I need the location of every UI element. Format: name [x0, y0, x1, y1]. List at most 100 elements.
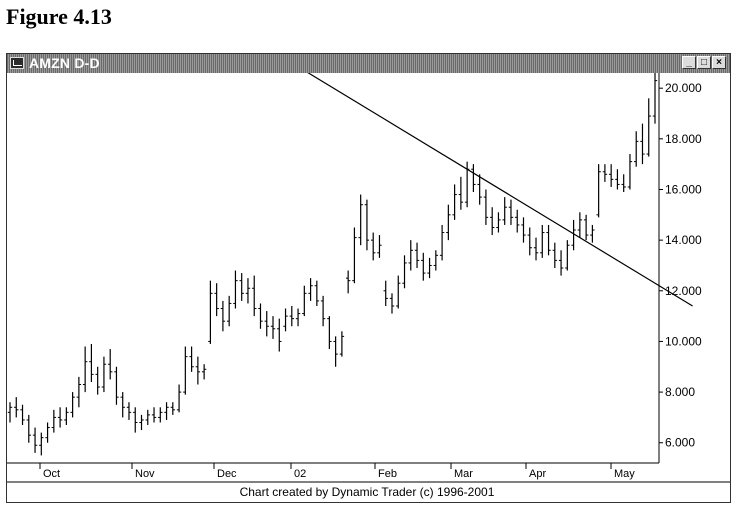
- ohlc-bar: [552, 242, 558, 268]
- ohlc-bar: [527, 227, 532, 256]
- window-title: AMZN D-D: [29, 55, 100, 71]
- ohlc-bar: [270, 316, 276, 339]
- plot-area-wrapper: 6.000 8.000 10.000 12.000 14.000 16.000 18.000…: [7, 62, 730, 502]
- trendline-layer: [291, 62, 693, 307]
- chart-window: AMZN D-D _ □ × 6.000 8.000 10.000 12.000 14.…: [6, 53, 731, 503]
- ohlc-bar: [70, 392, 75, 418]
- ohlc-bar: [615, 169, 620, 190]
- ohlc-bar: [277, 318, 282, 352]
- ohlc-bar: [252, 275, 257, 317]
- ohlc-bar: [158, 407, 163, 423]
- ohlc-bar: [333, 336, 338, 367]
- ohlc-bar: [126, 402, 132, 420]
- ohlc-bar: [602, 164, 608, 182]
- ohlc-bar: [577, 212, 583, 238]
- ohlc-bar: [264, 311, 269, 337]
- x-tick-label: May: [614, 468, 635, 480]
- ohlc-bar: [39, 432, 44, 456]
- ohlc-bar: [32, 427, 38, 453]
- x-tick-label: Mar: [454, 468, 473, 480]
- close-button[interactable]: ×: [712, 56, 726, 69]
- ohlc-bar: [533, 237, 539, 261]
- ohlc-bar: [45, 422, 50, 443]
- ohlc-bar: [389, 293, 395, 314]
- x-tick-label: Feb: [378, 468, 397, 480]
- ohlc-bar: [596, 164, 601, 218]
- ohlc-bar: [14, 397, 19, 418]
- ohlc-bar: [107, 349, 113, 380]
- ohlc-bar: [496, 212, 501, 233]
- ohlc-bar: [64, 407, 69, 426]
- ohlc-bar: [396, 275, 401, 309]
- ohlc-bar: [7, 402, 13, 423]
- y-axis-ticks: 6.000 8.000 10.000 12.000 14.000 16.000 18.000…: [659, 81, 702, 450]
- ohlc-bar: [220, 300, 226, 332]
- ohlc-bar: [634, 131, 639, 167]
- ohlc-bar: [383, 280, 388, 306]
- ohlc-bar: [302, 285, 307, 317]
- window-controls: _ □ ×: [682, 56, 726, 69]
- ohlc-bar: [521, 217, 526, 243]
- trendline: [291, 62, 693, 307]
- ohlc-bar: [471, 164, 476, 193]
- x-tick-label: Dec: [217, 468, 237, 480]
- ohlc-bar: [76, 376, 82, 408]
- ohlc-bar: [358, 194, 363, 246]
- ohlc-bar: [345, 270, 351, 294]
- minimize-button[interactable]: _: [682, 56, 696, 69]
- ohlc-bar: [558, 250, 564, 276]
- ohlc-bar: [446, 204, 451, 241]
- ohlc-bar: [183, 346, 188, 395]
- y-tick-label: 14.000: [665, 233, 702, 247]
- ohlc-bar: [652, 73, 658, 124]
- ohlc-bar: [565, 240, 570, 271]
- y-tick-label: 16.000: [665, 182, 702, 196]
- ohlc-bar: [82, 346, 88, 393]
- ohlc-bar: [201, 364, 207, 380]
- ohlc-bar: [483, 189, 489, 225]
- ohlc-bar: [233, 270, 238, 309]
- window-titlebar[interactable]: AMZN D-D _ □ ×: [7, 54, 730, 73]
- ohlc-bar: [414, 242, 420, 268]
- ohlc-bar: [95, 366, 100, 395]
- ohlc-bar: [114, 366, 119, 405]
- ohlc-bar: [308, 278, 313, 301]
- ohlc-bar: [195, 356, 201, 385]
- chart-app-icon: [10, 57, 24, 69]
- ohlc-bar: [20, 404, 25, 426]
- ohlc-bar: [327, 316, 332, 350]
- ohlc-bar: [133, 407, 138, 433]
- ohlc-bar: [546, 224, 551, 256]
- y-tick-label: 10.000: [665, 334, 702, 348]
- ohlc-bar: [170, 402, 176, 415]
- ohlc-bar: [439, 224, 445, 261]
- x-axis-ticks: Oct Nov Dec 02 Feb Mar Apr May: [39, 463, 635, 480]
- y-tick-label: 18.000: [665, 132, 702, 146]
- ohlc-bar: [458, 176, 464, 210]
- ohlc-bar: [51, 409, 57, 433]
- y-tick-label: 12.000: [665, 284, 702, 298]
- ohlc-bar: [295, 308, 301, 327]
- ohlc-bar: [571, 219, 576, 251]
- x-tick-label: Nov: [135, 468, 155, 480]
- maximize-button[interactable]: □: [697, 56, 711, 69]
- y-tick-label: 20.000: [665, 81, 702, 95]
- ohlc-bar: [139, 414, 144, 431]
- ohlc-bar: [120, 392, 125, 418]
- ohlc-bar: [339, 331, 345, 357]
- ohlc-bar: [176, 384, 182, 413]
- ohlc-bar: [245, 278, 251, 304]
- ohlc-bar: [515, 209, 520, 233]
- ohlc-bar: [377, 235, 382, 258]
- ohlc-bar: [408, 240, 413, 271]
- ohlc-bar: [289, 305, 294, 327]
- ohlc-bar: [320, 295, 326, 327]
- ohlc-bar: [433, 250, 439, 271]
- ohlc-bar: [283, 308, 288, 332]
- ohlc-bar: [314, 280, 320, 306]
- chart-footer: Chart created by Dynamic Trader (c) 1996…: [240, 485, 495, 499]
- ohlc-bar: [352, 227, 357, 284]
- ohlc-bar: [646, 98, 651, 157]
- ohlc-bar: [26, 414, 31, 443]
- x-tick-label: Apr: [529, 468, 546, 480]
